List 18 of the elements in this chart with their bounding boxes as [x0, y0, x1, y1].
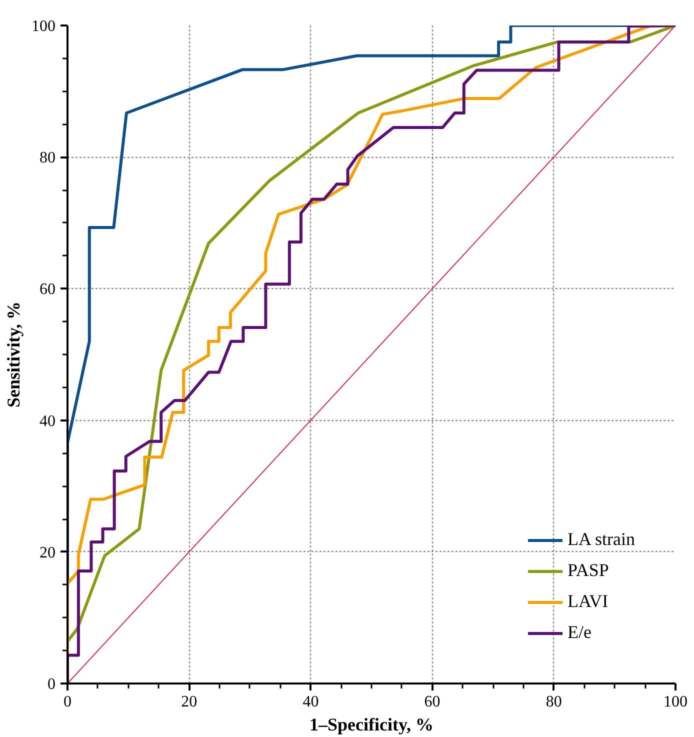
y-tick-label: 80	[40, 150, 56, 167]
y-tick-label: 100	[32, 18, 56, 35]
legend-label: E/e	[568, 622, 592, 643]
y-tick-label: 20	[40, 544, 56, 562]
y-tick-label: 60	[40, 281, 56, 298]
x-tick-label: 0	[64, 694, 72, 710]
x-tick-label: 60	[424, 694, 440, 710]
y-tick-label: 40	[40, 412, 56, 430]
y-axis-title: Sensitivity, %	[4, 301, 24, 408]
legend-label: LA strain	[568, 529, 635, 550]
x-tick-label: 40	[302, 694, 319, 710]
legend-label: LAVI	[568, 591, 608, 612]
x-tick-label: 100	[664, 694, 688, 710]
y-tick-label: 0	[48, 676, 56, 693]
x-axis-title: 1–Specificity, %	[310, 714, 434, 734]
x-tick-label: 80	[546, 694, 562, 710]
x-tick-label: 20	[181, 694, 198, 710]
legend-label: PASP	[568, 560, 609, 581]
